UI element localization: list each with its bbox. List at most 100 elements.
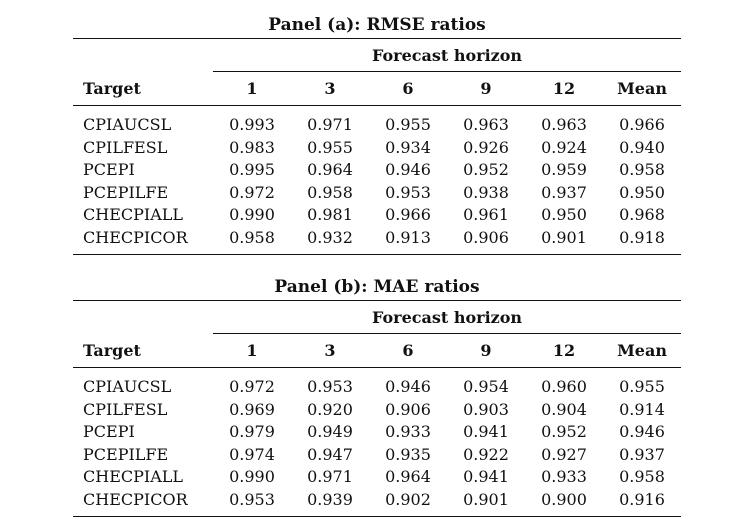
cell: 0.955 [619,377,665,396]
row-target: CPIAUCSL [83,377,172,396]
table-row: CHECPIALL 0.990 0.971 0.964 0.941 0.933 … [73,466,681,489]
cell: 0.981 [307,205,353,225]
panel-a: Panel (a): RMSE ratios Forecast horizon … [73,12,682,255]
row-target: PCEPI [83,422,135,442]
cell: 0.953 [307,377,353,396]
cell: 0.966 [619,115,665,134]
cell: 0.941 [463,422,509,442]
cell: 0.946 [385,160,431,180]
row-target: PCEPI [83,160,135,180]
panel-a-table: Forecast horizon Target 1 3 6 9 12 Mean … [73,38,682,255]
cell: 0.950 [619,182,665,202]
cell: 0.916 [603,488,682,517]
cell: 0.960 [541,377,587,396]
cell: 0.990 [229,467,275,487]
row-target: CPIAUCSL [83,115,172,134]
col-header-target: Target [73,333,213,368]
cell: 0.968 [619,205,665,225]
cell: 0.959 [541,160,587,180]
cell: 0.914 [619,399,665,419]
col-header-h6: 6 [369,71,447,106]
group-header: Forecast horizon [213,300,682,334]
table-row: CHECPICOR 0.958 0.932 0.913 0.906 0.901 … [73,226,682,255]
col-header-h1: 1 [213,71,291,106]
table-row: PCEPILFE 0.972 0.958 0.953 0.938 0.937 0… [73,182,681,205]
cell: 0.958 [307,182,353,202]
panel-b: Panel (b): MAE ratios Forecast horizon T… [73,274,682,517]
table-row: PCEPI 0.979 0.949 0.933 0.941 0.952 0.94… [73,421,681,444]
cell: 0.953 [385,182,431,202]
cell: 0.918 [603,226,682,255]
group-header-row: Forecast horizon [73,38,682,72]
cell: 0.961 [463,205,509,225]
column-header-row: Target 1 3 6 9 12 Mean [73,71,682,106]
cell: 0.964 [385,467,431,487]
cell: 0.953 [213,488,291,517]
cell: 0.900 [525,488,603,517]
cell: 0.958 [619,160,665,180]
cell: 0.971 [307,115,353,134]
cell: 0.972 [229,182,275,202]
cell: 0.939 [291,488,369,517]
cell: 0.955 [385,115,431,134]
col-header-h9: 9 [447,71,525,106]
row-target: CHECPICOR [73,226,213,255]
cell: 0.952 [463,160,509,180]
table-row: CPILFESL 0.983 0.955 0.934 0.926 0.924 0… [73,137,681,160]
row-target: CPILFESL [83,399,168,419]
table-row: CPIAUCSL 0.972 0.953 0.946 0.954 0.960 0… [73,368,681,399]
cell: 0.950 [541,205,587,225]
col-header-h1: 1 [213,333,291,368]
panel-a-title: Panel (a): RMSE ratios [268,15,486,35]
cell: 0.946 [385,377,431,396]
cell: 0.926 [463,137,509,157]
cell: 0.913 [369,226,447,255]
cell: 0.932 [291,226,369,255]
col-header-h12: 12 [525,333,603,368]
row-target: PCEPILFE [83,182,169,202]
row-target: CHECPIALL [83,467,184,487]
cell: 0.922 [463,444,509,464]
cell: 0.947 [307,444,353,464]
col-header-h6: 6 [369,333,447,368]
cell: 0.990 [229,205,275,225]
cell: 0.955 [307,137,353,157]
group-header: Forecast horizon [213,38,682,72]
cell: 0.958 [619,467,665,487]
cell: 0.966 [385,205,431,225]
cell: 0.933 [385,422,431,442]
cell: 0.964 [307,160,353,180]
row-target: CHECPICOR [73,488,213,517]
table-row: CHECPICOR 0.953 0.939 0.902 0.901 0.900 … [73,488,682,517]
cell: 0.906 [447,226,525,255]
cell: 0.934 [385,137,431,157]
cell: 0.979 [229,422,275,442]
table-row: CPIAUCSL 0.993 0.971 0.955 0.963 0.963 0… [73,106,681,137]
cell: 0.952 [541,422,587,442]
cell: 0.963 [463,115,509,134]
col-header-mean: Mean [603,333,682,368]
cell: 0.969 [229,399,275,419]
cell: 0.958 [213,226,291,255]
cell: 0.937 [541,182,587,202]
cell: 0.935 [385,444,431,464]
panel-b-table: Forecast horizon Target 1 3 6 9 12 Mean … [73,300,682,517]
cell: 0.972 [229,377,275,396]
row-target: PCEPILFE [83,444,169,464]
cell: 0.904 [541,399,587,419]
col-header-h3: 3 [291,71,369,106]
row-target: CPILFESL [83,137,168,157]
cell: 0.927 [541,444,587,464]
cell: 0.920 [307,399,353,419]
cell: 0.902 [369,488,447,517]
cell: 0.993 [229,115,275,134]
cell: 0.903 [463,399,509,419]
col-header-h9: 9 [447,333,525,368]
table-row: PCEPILFE 0.974 0.947 0.935 0.922 0.927 0… [73,444,681,467]
col-header-target: Target [73,71,213,106]
table-row: PCEPI 0.995 0.964 0.946 0.952 0.959 0.95… [73,159,681,182]
cell: 0.941 [463,467,509,487]
cell: 0.938 [463,182,509,202]
cell: 0.983 [229,137,275,157]
cell: 0.924 [541,137,587,157]
